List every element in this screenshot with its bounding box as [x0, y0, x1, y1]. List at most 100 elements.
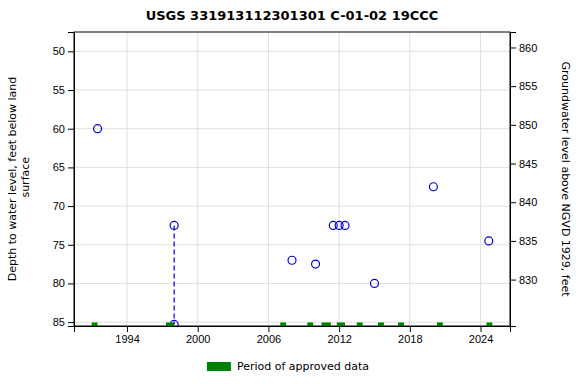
- tick-mark: [510, 241, 516, 242]
- marks: [92, 125, 493, 326]
- tick: 85: [53, 316, 74, 328]
- tick-mark: [339, 326, 340, 332]
- grid-line-y: [74, 51, 510, 52]
- tick: 835: [510, 235, 537, 247]
- tick-mark: [68, 322, 74, 323]
- tick-label: 70: [53, 200, 65, 212]
- tick-mark: [127, 326, 128, 332]
- tick-mark: [481, 326, 482, 332]
- tick-label: 55: [53, 84, 65, 96]
- tick-mark: [510, 202, 516, 203]
- grid-line-x: [268, 32, 269, 326]
- tick: 840: [510, 196, 537, 208]
- point: [370, 279, 378, 287]
- interval: [321, 322, 330, 326]
- tick-mark: [68, 167, 74, 168]
- tick-label: 80: [53, 277, 65, 289]
- grid-line-y: [74, 128, 510, 129]
- grid-line-y: [74, 90, 510, 91]
- tick: 830: [510, 274, 537, 286]
- point: [429, 183, 437, 191]
- tick-label: 840: [519, 196, 537, 208]
- legend-swatch: [207, 362, 231, 371]
- tick: 860: [510, 41, 537, 53]
- grid-line-x: [197, 32, 198, 326]
- tick: 1994: [115, 326, 139, 345]
- point: [312, 260, 320, 268]
- grid-line-x: [409, 32, 410, 326]
- legend: Period of approved data: [207, 360, 369, 373]
- chart: 1994 2000 2006 2012 2018 2024 50 55 60 65 70 75 80 85…: [0, 0, 576, 384]
- interval: [437, 322, 443, 326]
- tick: 60: [53, 123, 74, 135]
- interval: [486, 322, 492, 326]
- tick-label: 2000: [186, 333, 210, 345]
- tick-mark: [268, 326, 269, 332]
- tick-label: 50: [53, 45, 65, 57]
- tick: 2006: [257, 326, 281, 345]
- tick-mark: [410, 326, 411, 332]
- point: [288, 256, 296, 264]
- tick-label: 2006: [257, 333, 281, 345]
- interval: [357, 322, 363, 326]
- axis-line: [75, 327, 511, 333]
- tick-label: 60: [53, 123, 65, 135]
- tick-label: 835: [519, 235, 537, 247]
- tick-label: 65: [53, 161, 65, 173]
- tick: 80: [53, 277, 74, 289]
- plot: 1994 2000 2006 2012 2018 2024 50 55 60 65 70 75 80 85…: [53, 32, 538, 345]
- y2-axis: 860 855 850 845 840 835 830: [510, 33, 537, 327]
- grid-line-x: [480, 32, 481, 326]
- interval: [378, 322, 384, 326]
- y-axis: 50 55 60 65 70 75 80 85: [53, 33, 75, 329]
- tick-mark: [510, 47, 516, 48]
- interval: [337, 322, 345, 326]
- tick: 75: [53, 239, 74, 251]
- tick-label: 2018: [398, 333, 422, 345]
- tick: 55: [53, 84, 74, 96]
- tick-label: 845: [519, 158, 537, 170]
- grid-line-y: [74, 322, 510, 323]
- tick: 65: [53, 161, 74, 173]
- tick: 2000: [186, 326, 210, 345]
- tick-mark: [198, 326, 199, 332]
- tick-mark: [68, 206, 74, 207]
- tick-mark: [68, 90, 74, 91]
- y2-axis-label: Groundwater level above NGVD 1929, feet: [559, 61, 572, 297]
- tick-mark: [68, 51, 74, 52]
- tick-label: 85: [53, 316, 65, 328]
- point: [485, 237, 493, 245]
- grid-line-y: [74, 206, 510, 207]
- axis-line: [511, 33, 517, 327]
- interval: [398, 322, 404, 326]
- point: [94, 125, 102, 133]
- line: [174, 225, 175, 324]
- tick: 855: [510, 80, 537, 92]
- axis-line: [68, 33, 75, 327]
- tick: 50: [53, 45, 74, 57]
- tick-mark: [68, 129, 74, 130]
- grid-line-x: [339, 32, 340, 326]
- grid-line-y: [74, 167, 510, 168]
- tick: 70: [53, 200, 74, 212]
- interval: [166, 322, 174, 326]
- interval: [280, 322, 286, 326]
- legend-item: Period of approved data: [207, 360, 369, 373]
- tick-label: 860: [519, 41, 537, 53]
- tick-label: 850: [519, 119, 537, 131]
- y-axis-label: Depth to water level, feet below land su…: [6, 77, 32, 282]
- tick-mark: [510, 125, 516, 126]
- interval: [92, 322, 98, 326]
- grid-line-y: [74, 283, 510, 284]
- grid-line-y: [74, 244, 510, 245]
- tick: 2018: [398, 326, 422, 345]
- tick-mark: [510, 280, 516, 281]
- tick-label: 830: [519, 274, 537, 286]
- legend-label: Period of approved data: [237, 360, 369, 373]
- tick-mark: [510, 164, 516, 165]
- tick-label: 75: [53, 239, 65, 251]
- tick: 845: [510, 158, 537, 170]
- tick-label: 2012: [327, 333, 351, 345]
- tick-label: 2024: [469, 333, 493, 345]
- tick-label: 1994: [115, 333, 139, 345]
